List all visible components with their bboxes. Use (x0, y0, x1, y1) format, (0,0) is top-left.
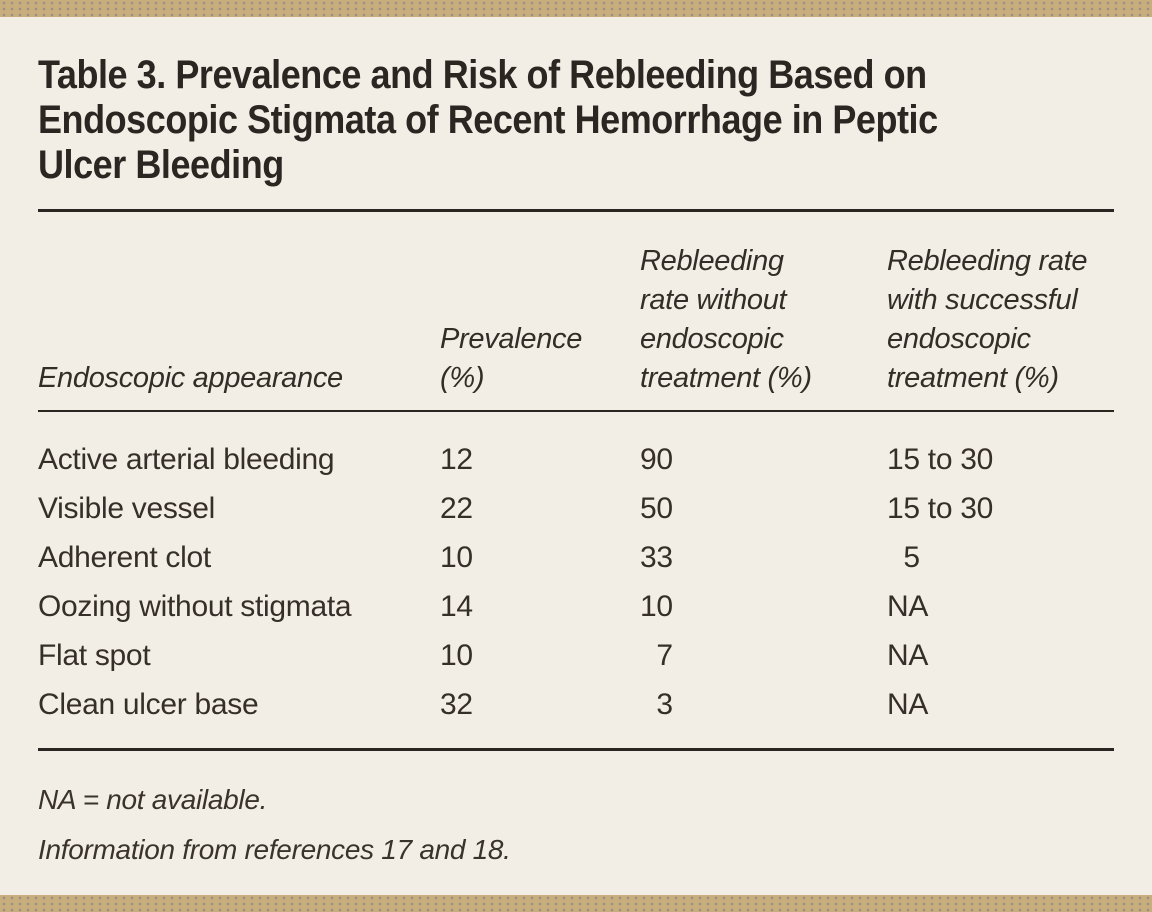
top-accent-bar (0, 0, 1152, 17)
table-header: Endoscopic appearance Prevalence (%) Reb… (38, 209, 1114, 412)
table-row: Adherent clot 10 33 5 (38, 533, 1114, 582)
cell-prevalence: 10 (440, 541, 473, 574)
bottom-accent-bar (0, 895, 1152, 912)
cell-rebleed-without: 90 (640, 443, 673, 476)
cell-prevalence: 22 (440, 492, 473, 525)
footnote-source-references: Information from references 17 and 18. (38, 834, 511, 865)
cell-rebleed-without: 10 (640, 590, 673, 623)
cell-rebleed-without: 7 (640, 639, 673, 672)
column-header-rebleeding-without-treatment: Rebleeding rate without endoscopic treat… (640, 209, 887, 412)
cell-prevalence: 12 (440, 443, 473, 476)
cell-rebleed-with: NA (887, 590, 929, 623)
cell-rebleed-without: 50 (640, 492, 673, 525)
cell-prevalence: 14 (440, 590, 473, 623)
footnote-na-definition: NA = not available. (38, 784, 268, 815)
cell-appearance: Visible vessel (38, 492, 216, 525)
cell-rebleed-with: 15 to 30 (887, 492, 994, 525)
rebleeding-prevalence-table: Endoscopic appearance Prevalence (%) Reb… (38, 209, 1114, 751)
cell-appearance: Flat spot (38, 639, 151, 672)
column-header-prevalence: Prevalence (%) (440, 209, 640, 412)
table-body: Active arterial bleeding 12 90 15 to 30 … (38, 411, 1114, 751)
cell-appearance: Oozing without stigmata (38, 590, 352, 623)
cell-appearance: Adherent clot (38, 541, 211, 574)
table-title: Table 3. Prevalence and Risk of Rebleedi… (38, 53, 938, 187)
cell-rebleed-without: 3 (640, 680, 887, 751)
cell-rebleed-with: NA (887, 680, 1114, 751)
cell-appearance: Clean ulcer base (38, 680, 440, 751)
cell-rebleed-with: 5 (887, 541, 920, 574)
cell-prevalence: 10 (440, 639, 473, 672)
cell-prevalence: 32 (440, 680, 640, 751)
table-content-area: Table 3. Prevalence and Risk of Rebleedi… (38, 17, 1114, 867)
table-row: Visible vessel 22 50 15 to 30 (38, 484, 1114, 533)
column-header-endoscopic-appearance: Endoscopic appearance (38, 209, 440, 412)
column-header-rebleeding-with-treatment: Rebleeding rate with successful endoscop… (887, 209, 1114, 412)
table-row: Oozing without stigmata 14 10 NA (38, 582, 1114, 631)
cell-rebleed-with: 15 to 30 (887, 443, 994, 476)
cell-rebleed-without: 33 (640, 541, 673, 574)
table-row: Flat spot 10 7 NA (38, 631, 1114, 680)
cell-rebleed-with: NA (887, 639, 929, 672)
table-row: Active arterial bleeding 12 90 15 to 30 (38, 411, 1114, 484)
cell-appearance: Active arterial bleeding (38, 443, 335, 476)
table-row: Clean ulcer base 32 3 NA (38, 680, 1114, 751)
header-row: Endoscopic appearance Prevalence (%) Reb… (38, 209, 1114, 412)
